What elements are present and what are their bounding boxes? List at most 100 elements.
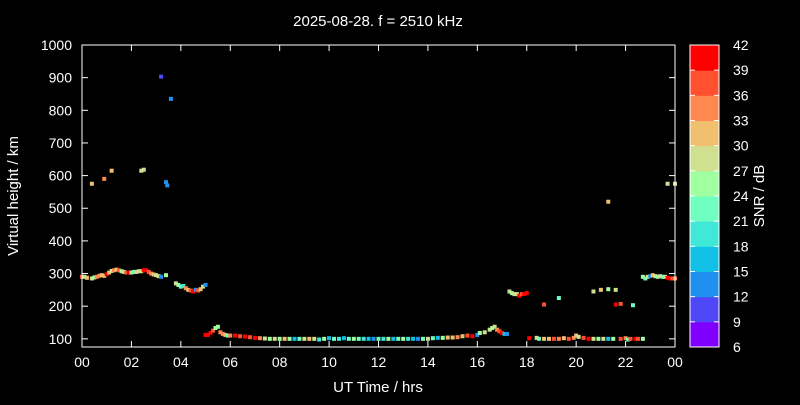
- data-point: [156, 274, 161, 279]
- data-point: [537, 336, 542, 341]
- data-point: [381, 336, 386, 341]
- data-point: [272, 336, 277, 341]
- y-tick-label: 900: [49, 70, 73, 86]
- colorbar-tick-label: 36: [733, 87, 749, 103]
- data-point: [233, 333, 238, 338]
- x-tick-label: 20: [568, 354, 584, 370]
- y-tick-label: 400: [49, 233, 73, 249]
- data-point: [670, 276, 675, 281]
- data-point: [267, 336, 272, 341]
- y-tick-label: 500: [49, 200, 73, 216]
- data-point: [490, 326, 495, 331]
- data-point: [655, 274, 660, 279]
- data-point: [546, 336, 551, 341]
- data-point: [635, 336, 640, 341]
- data-point: [131, 269, 136, 274]
- data-points: [80, 74, 677, 342]
- x-tick-label: 00: [74, 354, 90, 370]
- colorbar-tick-label: 12: [733, 289, 749, 305]
- x-tick-label: 04: [173, 354, 189, 370]
- data-point: [356, 336, 361, 341]
- colorbar-tick-label: 24: [733, 188, 749, 204]
- axes: 00 02 04 06 08 10 12 14 16 18 20 22 0010020030040050…: [41, 37, 683, 370]
- data-point: [611, 336, 616, 341]
- data-point: [630, 303, 635, 308]
- data-point: [571, 335, 576, 340]
- data-point: [112, 268, 117, 273]
- colorbar-swatch: [690, 70, 719, 96]
- data-point: [203, 282, 208, 287]
- data-point: [460, 334, 465, 339]
- data-point: [391, 336, 396, 341]
- data-point: [176, 282, 181, 287]
- data-point: [119, 269, 124, 274]
- data-point: [618, 336, 623, 341]
- data-point: [322, 336, 327, 341]
- data-point: [257, 336, 262, 341]
- colorbar-tick-label: 39: [733, 62, 749, 78]
- data-point: [626, 337, 631, 342]
- data-point: [215, 324, 220, 329]
- colorbar-swatch: [690, 246, 719, 272]
- data-point: [307, 336, 312, 341]
- data-point: [114, 267, 119, 272]
- data-point: [482, 330, 487, 335]
- x-tick-label: 22: [618, 354, 634, 370]
- data-point: [445, 335, 450, 340]
- x-axis-label: UT Time / hrs: [333, 379, 423, 396]
- colorbar-swatch: [690, 120, 719, 147]
- data-point: [99, 273, 104, 278]
- colorbar-tick-label: 42: [733, 37, 749, 53]
- data-point: [332, 336, 337, 341]
- colorbar-label: SNR / dB: [751, 165, 768, 228]
- data-point: [534, 335, 539, 340]
- data-point: [159, 74, 164, 79]
- data-point: [613, 287, 618, 292]
- data-point: [517, 293, 522, 298]
- data-point: [181, 283, 186, 288]
- data-point: [164, 273, 169, 278]
- data-point: [122, 269, 127, 274]
- data-point: [141, 268, 146, 273]
- data-point: [89, 181, 94, 186]
- data-point: [206, 332, 211, 337]
- data-point: [581, 335, 586, 340]
- data-point: [591, 336, 596, 341]
- data-point: [425, 336, 430, 341]
- data-point: [440, 335, 445, 340]
- data-point: [551, 336, 556, 341]
- data-point: [89, 276, 94, 281]
- data-point: [596, 336, 601, 341]
- data-point: [618, 301, 623, 306]
- data-point: [225, 333, 230, 338]
- data-point: [351, 336, 356, 341]
- data-point: [502, 331, 507, 336]
- data-point: [159, 274, 164, 279]
- data-point: [94, 274, 99, 279]
- data-point: [141, 167, 146, 172]
- data-point: [507, 289, 512, 294]
- data-point: [663, 274, 668, 279]
- y-tick-label: 100: [49, 331, 73, 347]
- data-point: [512, 292, 517, 297]
- x-tick-label: 12: [371, 354, 387, 370]
- data-point: [640, 336, 645, 341]
- data-point: [196, 288, 201, 293]
- data-point: [566, 336, 571, 341]
- data-point: [213, 326, 218, 331]
- data-point: [139, 269, 144, 274]
- data-point: [500, 330, 505, 335]
- colorbar-swatch: [690, 145, 719, 172]
- colorbar-swatch: [690, 271, 719, 298]
- colorbar-swatch: [690, 296, 719, 323]
- data-point: [302, 336, 307, 341]
- y-tick-label: 700: [49, 135, 73, 151]
- data-point: [504, 331, 509, 336]
- data-point: [126, 270, 131, 275]
- data-point: [346, 336, 351, 341]
- data-point: [341, 336, 346, 341]
- colorbar-tick-label: 9: [733, 314, 741, 330]
- data-point: [262, 336, 267, 341]
- data-point: [606, 336, 611, 341]
